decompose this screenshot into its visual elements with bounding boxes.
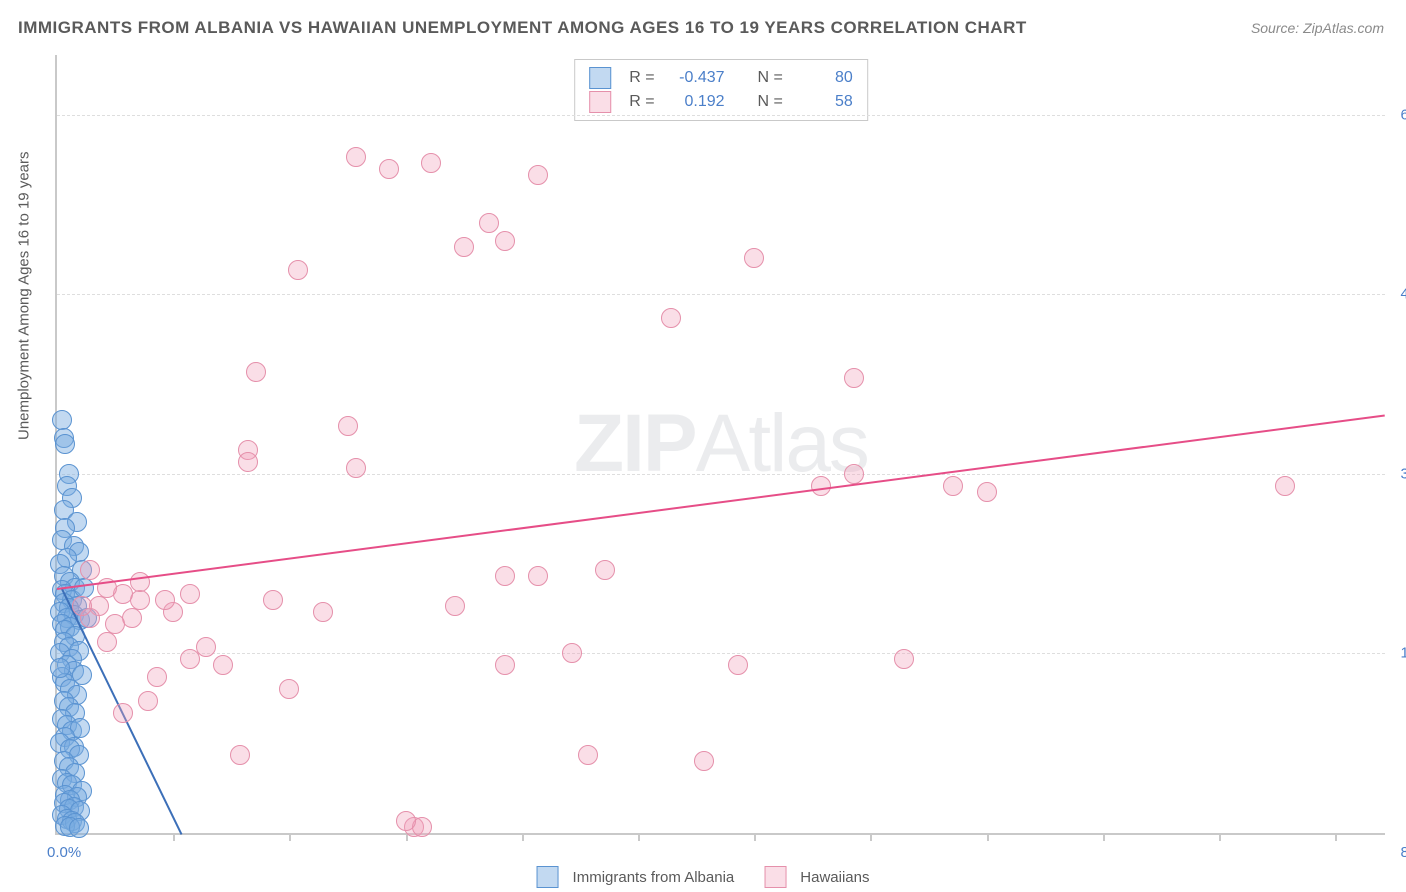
swatch-hawaiians	[589, 91, 611, 113]
swatch-albania	[589, 67, 611, 89]
data-point	[495, 566, 515, 586]
data-point	[445, 596, 465, 616]
data-point	[74, 578, 94, 598]
data-point	[230, 745, 250, 765]
data-point	[313, 602, 333, 622]
data-point	[246, 362, 266, 382]
data-point	[479, 213, 499, 233]
x-tick-label-end: 80.0%	[1400, 844, 1406, 861]
data-point	[138, 691, 158, 711]
gridline-h	[57, 653, 1385, 654]
y-tick-label: 45.0%	[1400, 286, 1406, 303]
y-tick-label: 15.0%	[1400, 645, 1406, 662]
data-point	[130, 572, 150, 592]
gridline-h	[57, 115, 1385, 116]
x-tick	[638, 833, 640, 841]
swatch-albania	[537, 866, 559, 888]
data-point	[55, 434, 75, 454]
x-tick	[870, 833, 872, 841]
data-point	[661, 308, 681, 328]
data-point	[844, 464, 864, 484]
data-point	[1275, 476, 1295, 496]
data-point	[263, 590, 283, 610]
x-tick	[1335, 833, 1337, 841]
data-point	[288, 260, 308, 280]
x-tick-label-start: 0.0%	[47, 844, 81, 861]
data-point	[50, 658, 70, 678]
data-point	[728, 655, 748, 675]
data-point	[495, 655, 515, 675]
data-point	[977, 482, 997, 502]
gridline-h	[57, 474, 1385, 475]
data-point	[213, 655, 233, 675]
data-point	[396, 811, 416, 831]
y-tick-label: 60.0%	[1400, 106, 1406, 123]
data-point	[595, 560, 615, 580]
data-point	[943, 476, 963, 496]
data-point	[528, 165, 548, 185]
data-point	[562, 643, 582, 663]
data-point	[180, 584, 200, 604]
x-tick	[754, 833, 756, 841]
data-point	[105, 614, 125, 634]
trend-line	[57, 414, 1385, 590]
data-point	[80, 560, 100, 580]
data-point	[744, 248, 764, 268]
data-point	[694, 751, 714, 771]
data-point	[113, 703, 133, 723]
data-point	[379, 159, 399, 179]
legend-item-hawaiians: Hawaiians	[764, 866, 869, 888]
correlation-legend: R = -0.437 N = 80 R = 0.192 N = 58	[574, 59, 868, 121]
data-point	[238, 452, 258, 472]
swatch-hawaiians	[764, 866, 786, 888]
data-point	[844, 368, 864, 388]
scatter-chart: ZIPAtlas R = -0.437 N = 80 R = 0.192 N =…	[55, 55, 1385, 835]
data-point	[196, 637, 216, 657]
x-tick	[173, 833, 175, 841]
data-point	[421, 153, 441, 173]
data-point	[279, 679, 299, 699]
y-tick-label: 30.0%	[1400, 465, 1406, 482]
gridline-h	[57, 294, 1385, 295]
x-tick	[987, 833, 989, 841]
x-tick	[289, 833, 291, 841]
data-point	[338, 416, 358, 436]
data-point	[97, 632, 117, 652]
legend-row-hawaiians: R = 0.192 N = 58	[589, 90, 853, 114]
data-point	[69, 818, 89, 838]
source-attribution: Source: ZipAtlas.com	[1251, 20, 1384, 36]
data-point	[578, 745, 598, 765]
data-point	[155, 590, 175, 610]
data-point	[495, 231, 515, 251]
chart-title: IMMIGRANTS FROM ALBANIA VS HAWAIIAN UNEM…	[18, 18, 1027, 38]
data-point	[346, 147, 366, 167]
data-point	[346, 458, 366, 478]
data-point	[454, 237, 474, 257]
data-point	[894, 649, 914, 669]
series-legend: Immigrants from Albania Hawaiians	[537, 866, 870, 888]
x-tick	[522, 833, 524, 841]
x-tick	[1103, 833, 1105, 841]
data-point	[147, 667, 167, 687]
data-point	[72, 596, 92, 616]
legend-item-albania: Immigrants from Albania	[537, 866, 735, 888]
legend-row-albania: R = -0.437 N = 80	[589, 66, 853, 90]
data-point	[811, 476, 831, 496]
x-tick	[1219, 833, 1221, 841]
data-point	[528, 566, 548, 586]
